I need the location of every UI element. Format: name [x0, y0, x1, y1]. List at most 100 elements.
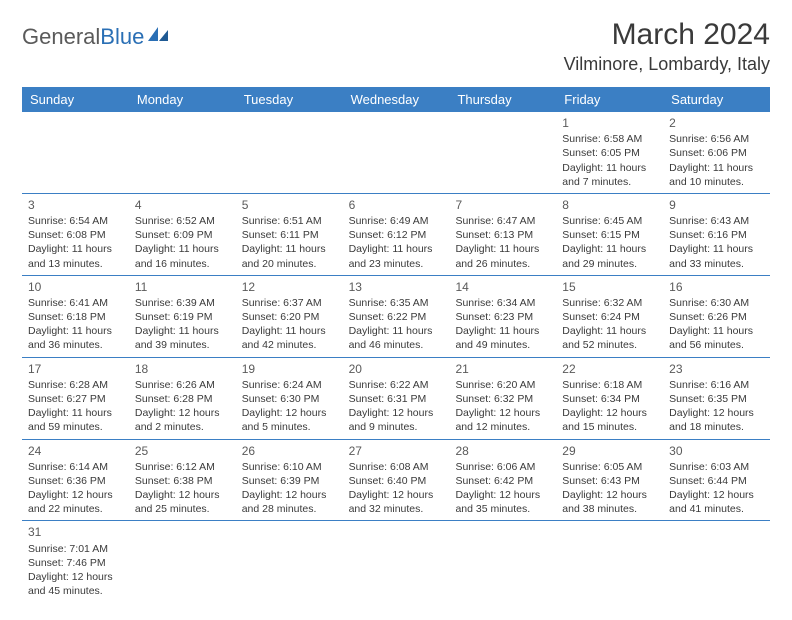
- day-cell: 19Sunrise: 6:24 AMSunset: 6:30 PMDayligh…: [236, 358, 343, 439]
- sunset-text: Sunset: 6:36 PM: [28, 474, 123, 488]
- day-number: 26: [242, 443, 337, 459]
- sunset-text: Sunset: 6:12 PM: [349, 228, 444, 242]
- daylight-text: Daylight: 11 hours: [28, 406, 123, 420]
- daylight-text: and 9 minutes.: [349, 420, 444, 434]
- sunrise-text: Sunrise: 6:54 AM: [28, 214, 123, 228]
- sail-icon: [148, 27, 168, 41]
- daylight-text: and 56 minutes.: [669, 338, 764, 352]
- sunset-text: Sunset: 6:19 PM: [135, 310, 230, 324]
- daylight-text: and 5 minutes.: [242, 420, 337, 434]
- day-number: 29: [562, 443, 657, 459]
- daylight-text: Daylight: 11 hours: [562, 324, 657, 338]
- sunset-text: Sunset: 6:16 PM: [669, 228, 764, 242]
- day-number: 11: [135, 279, 230, 295]
- sunrise-text: Sunrise: 6:56 AM: [669, 132, 764, 146]
- daylight-text: and 2 minutes.: [135, 420, 230, 434]
- day-cell: 8Sunrise: 6:45 AMSunset: 6:15 PMDaylight…: [556, 194, 663, 275]
- day-cell: 3Sunrise: 6:54 AMSunset: 6:08 PMDaylight…: [22, 194, 129, 275]
- brand-logo: GeneralBlue: [22, 24, 168, 50]
- daylight-text: and 41 minutes.: [669, 502, 764, 516]
- daylight-text: Daylight: 12 hours: [455, 488, 550, 502]
- day-number: 4: [135, 197, 230, 213]
- empty-cell: [129, 521, 236, 602]
- weeks-container: 1Sunrise: 6:58 AMSunset: 6:05 PMDaylight…: [22, 112, 770, 602]
- daylight-text: Daylight: 12 hours: [562, 488, 657, 502]
- sunset-text: Sunset: 6:42 PM: [455, 474, 550, 488]
- daylight-text: Daylight: 11 hours: [669, 242, 764, 256]
- empty-cell: [449, 521, 556, 602]
- daylight-text: Daylight: 11 hours: [562, 242, 657, 256]
- daylight-text: and 46 minutes.: [349, 338, 444, 352]
- daylight-text: Daylight: 12 hours: [562, 406, 657, 420]
- empty-cell: [663, 521, 770, 602]
- day-number: 1: [562, 115, 657, 131]
- daylight-text: Daylight: 12 hours: [349, 406, 444, 420]
- daylight-text: Daylight: 11 hours: [349, 242, 444, 256]
- sunset-text: Sunset: 6:34 PM: [562, 392, 657, 406]
- daylight-text: and 59 minutes.: [28, 420, 123, 434]
- calendar-page: GeneralBlue March 2024 Vilminore, Lombar…: [0, 0, 792, 620]
- daylight-text: Daylight: 11 hours: [28, 324, 123, 338]
- day-number: 28: [455, 443, 550, 459]
- daylight-text: and 28 minutes.: [242, 502, 337, 516]
- day-cell: 6Sunrise: 6:49 AMSunset: 6:12 PMDaylight…: [343, 194, 450, 275]
- sunrise-text: Sunrise: 6:18 AM: [562, 378, 657, 392]
- daylight-text: Daylight: 11 hours: [669, 161, 764, 175]
- sunset-text: Sunset: 6:40 PM: [349, 474, 444, 488]
- sunset-text: Sunset: 6:31 PM: [349, 392, 444, 406]
- sunrise-text: Sunrise: 6:37 AM: [242, 296, 337, 310]
- daylight-text: Daylight: 11 hours: [349, 324, 444, 338]
- day-number: 22: [562, 361, 657, 377]
- sunrise-text: Sunrise: 6:20 AM: [455, 378, 550, 392]
- day-number: 8: [562, 197, 657, 213]
- weekday-header-row: Sunday Monday Tuesday Wednesday Thursday…: [22, 87, 770, 112]
- sunset-text: Sunset: 6:15 PM: [562, 228, 657, 242]
- sunset-text: Sunset: 6:26 PM: [669, 310, 764, 324]
- sunrise-text: Sunrise: 6:14 AM: [28, 460, 123, 474]
- sunset-text: Sunset: 6:28 PM: [135, 392, 230, 406]
- day-number: 10: [28, 279, 123, 295]
- day-cell: 5Sunrise: 6:51 AMSunset: 6:11 PMDaylight…: [236, 194, 343, 275]
- day-cell: 28Sunrise: 6:06 AMSunset: 6:42 PMDayligh…: [449, 440, 556, 521]
- daylight-text: and 22 minutes.: [28, 502, 123, 516]
- day-number: 31: [28, 524, 123, 540]
- day-cell: 20Sunrise: 6:22 AMSunset: 6:31 PMDayligh…: [343, 358, 450, 439]
- day-number: 15: [562, 279, 657, 295]
- sunrise-text: Sunrise: 6:16 AM: [669, 378, 764, 392]
- day-cell: 27Sunrise: 6:08 AMSunset: 6:40 PMDayligh…: [343, 440, 450, 521]
- day-number: 2: [669, 115, 764, 131]
- daylight-text: and 12 minutes.: [455, 420, 550, 434]
- sunrise-text: Sunrise: 7:01 AM: [28, 542, 123, 556]
- daylight-text: and 29 minutes.: [562, 257, 657, 271]
- sunset-text: Sunset: 6:39 PM: [242, 474, 337, 488]
- day-number: 27: [349, 443, 444, 459]
- sunrise-text: Sunrise: 6:05 AM: [562, 460, 657, 474]
- brand-part2: Blue: [100, 24, 144, 50]
- sunset-text: Sunset: 6:35 PM: [669, 392, 764, 406]
- daylight-text: and 49 minutes.: [455, 338, 550, 352]
- sunset-text: Sunset: 6:11 PM: [242, 228, 337, 242]
- daylight-text: and 15 minutes.: [562, 420, 657, 434]
- sunrise-text: Sunrise: 6:24 AM: [242, 378, 337, 392]
- sunset-text: Sunset: 6:43 PM: [562, 474, 657, 488]
- day-cell: 2Sunrise: 6:56 AMSunset: 6:06 PMDaylight…: [663, 112, 770, 193]
- daylight-text: and 23 minutes.: [349, 257, 444, 271]
- daylight-text: Daylight: 12 hours: [349, 488, 444, 502]
- day-cell: 1Sunrise: 6:58 AMSunset: 6:05 PMDaylight…: [556, 112, 663, 193]
- daylight-text: Daylight: 12 hours: [242, 406, 337, 420]
- weekday-header: Friday: [556, 87, 663, 112]
- sunrise-text: Sunrise: 6:45 AM: [562, 214, 657, 228]
- day-cell: 11Sunrise: 6:39 AMSunset: 6:19 PMDayligh…: [129, 276, 236, 357]
- sunset-text: Sunset: 6:05 PM: [562, 146, 657, 160]
- daylight-text: and 26 minutes.: [455, 257, 550, 271]
- daylight-text: and 36 minutes.: [28, 338, 123, 352]
- daylight-text: Daylight: 11 hours: [669, 324, 764, 338]
- sunset-text: Sunset: 6:32 PM: [455, 392, 550, 406]
- day-number: 3: [28, 197, 123, 213]
- day-number: 5: [242, 197, 337, 213]
- weekday-header: Wednesday: [343, 87, 450, 112]
- daylight-text: and 32 minutes.: [349, 502, 444, 516]
- sunset-text: Sunset: 6:06 PM: [669, 146, 764, 160]
- day-number: 17: [28, 361, 123, 377]
- week-row: 10Sunrise: 6:41 AMSunset: 6:18 PMDayligh…: [22, 276, 770, 358]
